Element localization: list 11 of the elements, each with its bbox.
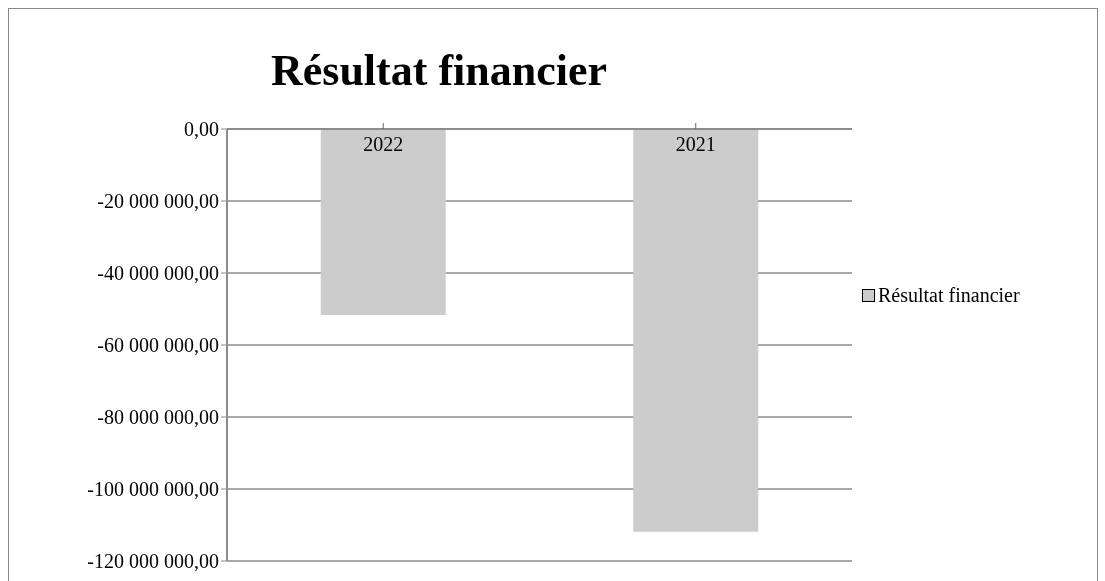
x-tick-label: 2021 xyxy=(675,133,716,155)
y-tick-label: -120 000 000,00 xyxy=(87,550,219,573)
y-tick-label: -20 000 000,00 xyxy=(97,190,219,213)
legend-label: Résultat financier xyxy=(878,283,1020,307)
chart-title: Résultat financier xyxy=(269,45,609,96)
y-tick-label: -80 000 000,00 xyxy=(97,406,219,429)
y-tick-label: -40 000 000,00 xyxy=(97,262,219,285)
x-tick-label: 2022 xyxy=(363,133,404,155)
y-tick-label: -60 000 000,00 xyxy=(97,334,219,357)
y-tick-label: -100 000 000,00 xyxy=(87,478,219,501)
y-tick-label: 0,00 xyxy=(184,118,219,141)
